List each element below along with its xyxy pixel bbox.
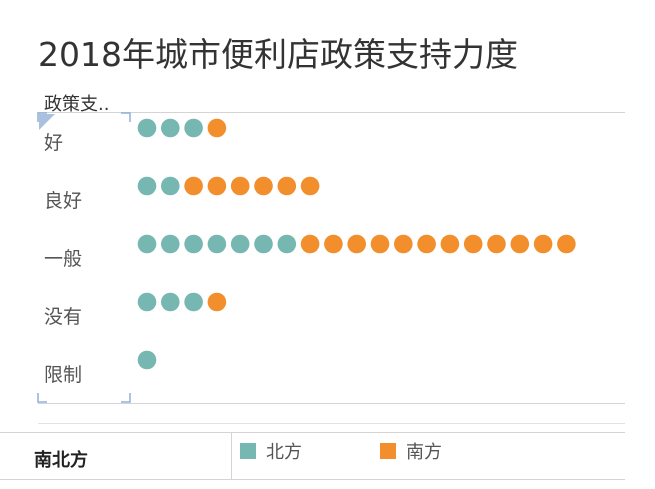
legend-label-south: 南方 [406,442,442,463]
dot-south[interactable] [440,234,460,254]
dot-south[interactable] [207,176,227,196]
dot-south[interactable] [300,176,320,196]
dot-north[interactable] [137,234,157,254]
dot-north[interactable] [254,234,273,254]
dot-south[interactable] [417,234,436,254]
selection-corner-br [121,393,131,403]
dot-south[interactable] [370,234,390,254]
selection-handle [39,114,55,130]
legend: 南北方 北方 南方 [0,432,625,480]
dot-south[interactable] [277,176,297,196]
dot-south[interactable] [510,234,530,254]
dot-north[interactable] [161,234,180,254]
dot-north[interactable] [184,234,203,254]
dot-south[interactable] [533,234,553,254]
dot-south[interactable] [347,234,367,254]
dot-north[interactable] [137,292,157,312]
legend-item-north[interactable]: 北方 [240,438,302,464]
dot-north[interactable] [184,292,203,312]
legend-label-north: 北方 [266,442,302,463]
dot-south[interactable] [463,234,483,254]
selection-corner-bl [37,393,47,403]
dot-south[interactable] [184,176,203,196]
legend-swatch-north [240,443,256,459]
dot-south[interactable] [207,118,227,138]
dot-north[interactable] [137,176,157,196]
row-header-label[interactable]: 政策支.. [44,94,110,115]
category-label: 限制 [44,364,82,386]
dot-south[interactable] [254,176,273,196]
dot-south[interactable] [230,176,250,196]
dot-south[interactable] [324,234,343,254]
dot-north[interactable] [277,234,297,254]
chart-title: 2018年城市便利店政策支持力度 [38,35,518,74]
legend-field-name: 南北方 [34,450,88,471]
dot-south[interactable] [557,234,576,254]
dots [137,118,576,370]
dot-north[interactable] [161,292,180,312]
dot-south[interactable] [394,234,413,254]
dot-north[interactable] [161,176,180,196]
dot-north[interactable] [137,118,157,138]
dot-north[interactable] [137,350,157,370]
category-label: 一般 [44,248,82,270]
dot-south[interactable] [300,234,320,254]
chart-frame [37,112,625,424]
dot-north[interactable] [161,118,180,138]
dot-north[interactable] [207,234,227,254]
category-label: 没有 [44,306,82,328]
legend-item-south[interactable]: 南方 [380,438,442,464]
category-label: 良好 [44,190,82,212]
selection-corner-tl [37,112,47,122]
category-label: 好 [44,132,63,154]
dot-north[interactable] [230,234,250,254]
dot-south[interactable] [207,292,227,312]
dot-south[interactable] [487,234,506,254]
legend-frame [0,432,625,480]
dot-north[interactable] [184,118,203,138]
legend-swatch-south [380,443,396,459]
selection-corner-tr [121,112,131,122]
